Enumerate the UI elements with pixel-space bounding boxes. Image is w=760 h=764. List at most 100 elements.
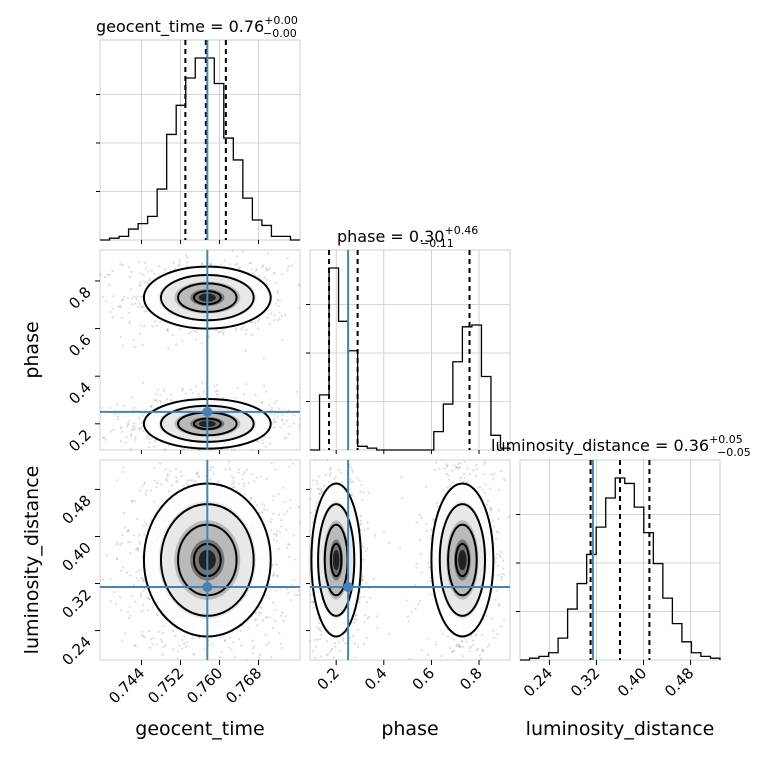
scatter-point xyxy=(388,632,391,635)
scatter-point xyxy=(156,643,159,646)
scatter-point xyxy=(235,329,238,332)
scatter-point xyxy=(132,583,135,586)
scatter-point xyxy=(495,589,498,592)
hist-geocent_time-steps xyxy=(100,57,300,241)
scatter-point xyxy=(243,482,246,485)
scatter-point xyxy=(169,469,172,472)
scatter-point xyxy=(273,413,276,416)
scatter-point xyxy=(101,295,105,298)
scatter-point xyxy=(257,319,260,322)
scatter-point xyxy=(144,267,147,270)
scatter-point xyxy=(114,602,117,605)
scatter-point xyxy=(166,330,170,333)
scatter-point xyxy=(112,429,115,432)
scatter-point xyxy=(275,399,278,403)
scatter-point xyxy=(236,262,239,265)
scatter-point xyxy=(129,432,133,436)
scatter-point xyxy=(155,393,158,396)
scatter-point xyxy=(284,313,287,316)
scatter-point xyxy=(230,648,233,651)
scatter-point xyxy=(296,593,300,597)
scatter-point xyxy=(159,399,162,403)
scatter-point xyxy=(250,333,253,336)
scatter-point xyxy=(122,470,125,473)
scatter-point xyxy=(179,328,182,331)
scatter-point xyxy=(159,401,163,404)
scatter-point xyxy=(228,636,231,639)
scatter-point xyxy=(297,505,300,509)
scatter-point xyxy=(170,393,173,396)
scatter-point xyxy=(139,595,143,598)
scatter-point xyxy=(341,639,345,642)
scatter-point xyxy=(440,654,443,658)
scatter-point xyxy=(126,611,129,614)
scatter-point xyxy=(253,618,257,622)
scatter-point xyxy=(149,489,153,492)
scatter-point xyxy=(185,482,188,485)
scatter-point xyxy=(338,640,341,644)
scatter-point xyxy=(498,604,501,607)
scatter-point xyxy=(215,383,218,386)
scatter-point xyxy=(257,611,260,614)
scatter-luminosity-distance-vs-phase-panel xyxy=(309,459,511,661)
scatter-point xyxy=(362,545,365,548)
scatter-point xyxy=(288,506,291,509)
scatter-point xyxy=(241,478,244,481)
scatter-point xyxy=(260,606,263,609)
scatter-point xyxy=(142,429,145,433)
scatter-point xyxy=(349,466,353,469)
scatter-point xyxy=(102,436,105,439)
scatter-point xyxy=(259,653,262,657)
scatter-point xyxy=(126,571,129,574)
scatter-point xyxy=(274,608,277,611)
scatter-point xyxy=(166,328,169,331)
scatter-point xyxy=(119,263,122,266)
scatter-point xyxy=(251,448,254,452)
scatter-point xyxy=(276,415,279,418)
scatter-point xyxy=(140,426,143,430)
xlabel-phase: phase xyxy=(381,718,438,740)
scatter-point xyxy=(348,636,351,640)
scatter-point xyxy=(115,403,119,406)
scatter-point xyxy=(480,634,484,637)
scatter-point xyxy=(269,520,272,524)
scatter-point xyxy=(128,528,131,532)
scatter-point xyxy=(127,423,130,426)
scatter-point xyxy=(494,561,497,564)
scatter-point xyxy=(368,615,371,618)
scatter-point xyxy=(134,644,137,648)
scatter-point xyxy=(344,642,347,645)
scatter-point xyxy=(132,533,135,537)
scatter-point xyxy=(134,548,138,551)
scatter-point xyxy=(287,265,290,268)
title-luminosity-distance-plus: +0.05 xyxy=(709,433,743,446)
scatter-point xyxy=(425,485,428,488)
scatter-point xyxy=(292,462,295,465)
scatter-point xyxy=(470,634,473,637)
scatter-point xyxy=(499,470,503,473)
scatter-point xyxy=(209,262,212,265)
contour-lum_vs_phase-1-0 xyxy=(430,482,495,638)
scatter-point xyxy=(445,472,448,475)
scatter-point xyxy=(387,541,391,544)
scatter-point xyxy=(233,476,236,480)
scatter-point xyxy=(261,619,264,622)
scatter-point xyxy=(142,635,145,638)
scatter-point xyxy=(492,477,495,480)
scatter-point xyxy=(482,472,485,475)
scatter-point xyxy=(287,591,290,594)
scatter-point xyxy=(212,472,215,475)
scatter-point xyxy=(221,650,224,653)
scatter-point xyxy=(449,485,452,488)
scatter-point xyxy=(104,438,107,441)
scatter-point xyxy=(258,657,261,660)
scatter-point xyxy=(273,314,276,317)
scatter-point xyxy=(261,400,264,404)
scatter-point xyxy=(463,460,466,464)
scatter-point xyxy=(123,526,126,529)
ytick-label-phase-2: 0.6 xyxy=(65,331,95,361)
scatter-point xyxy=(420,516,423,520)
scatter-point xyxy=(175,476,178,479)
scatter-point xyxy=(237,266,240,269)
